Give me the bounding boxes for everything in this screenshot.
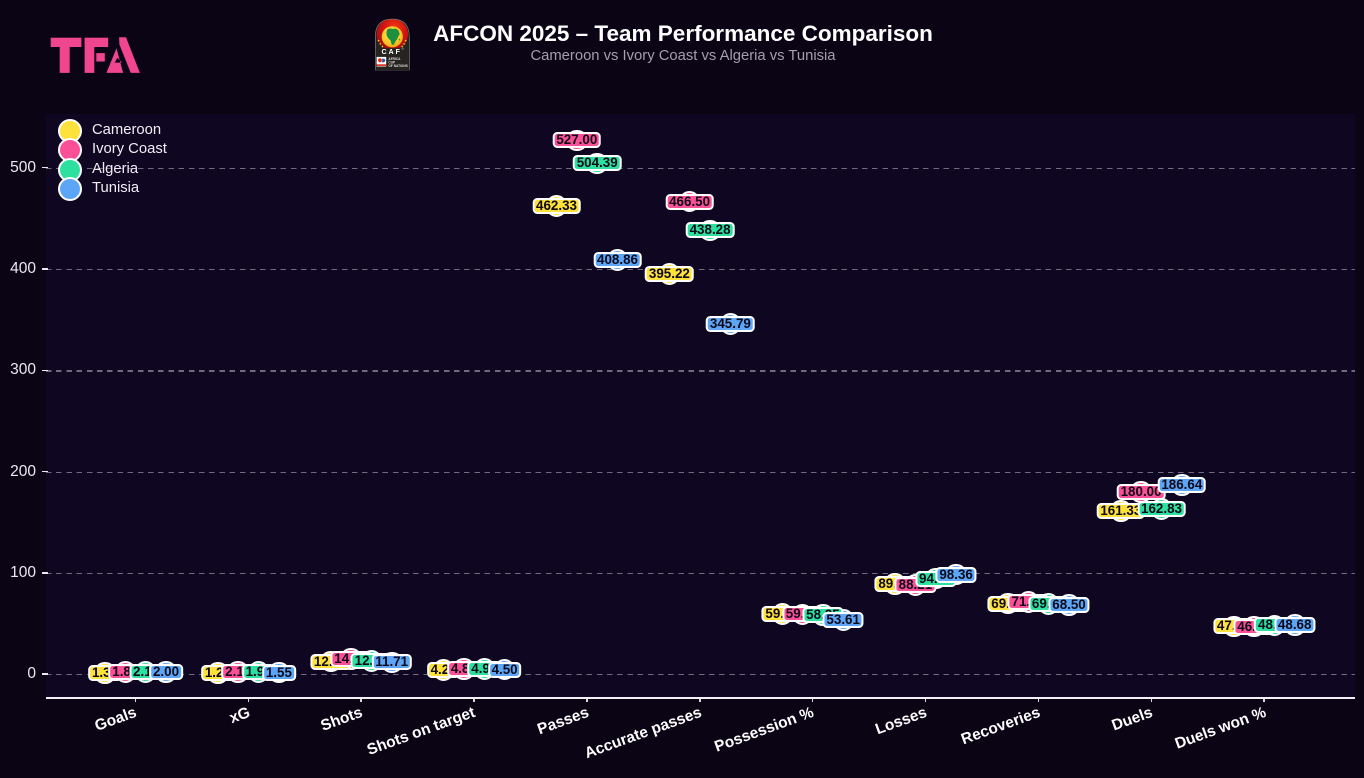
svg-text:CAF: CAF bbox=[382, 47, 402, 56]
svg-text:CUP: CUP bbox=[388, 61, 396, 65]
svg-text:OF NATIONS: OF NATIONS bbox=[388, 64, 407, 68]
svg-text:AFRICA: AFRICA bbox=[388, 57, 401, 61]
